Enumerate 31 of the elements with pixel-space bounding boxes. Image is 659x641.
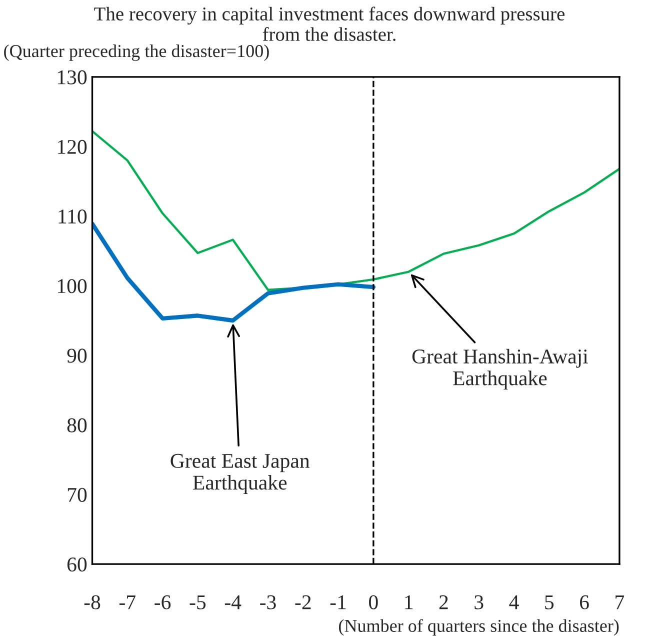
x-tick-label: 1	[405, 595, 413, 610]
x-tick-label: -3	[260, 595, 276, 610]
x-tick-label: -2	[295, 595, 311, 610]
y-tick-label: 90	[67, 348, 87, 363]
x-tick-label: 7	[616, 595, 624, 610]
y-tick-label: 130	[58, 70, 87, 84]
x-tick-label: 6	[580, 595, 589, 610]
x-tick-label: 4	[509, 595, 519, 610]
chart-title: The recovery in capital investment faces downward pressure from the disaster.	[94, 6, 564, 42]
x-tick-label: -4	[224, 595, 242, 610]
x-tick-label: 5	[545, 595, 554, 610]
y-tick-label: 110	[58, 209, 87, 224]
line-series	[92, 130, 620, 291]
x-tick-label: -1	[330, 595, 346, 610]
x-axis-title: (Number of quarters since the disaster)	[338, 619, 619, 636]
x-tick-label: -7	[120, 595, 136, 610]
y-tick-label: 100	[58, 279, 87, 294]
y-tick-label: 80	[67, 418, 87, 432]
x-tick-label: 0	[369, 595, 378, 610]
line-series	[92, 222, 376, 323]
annotation: Great Hanshin-Awaji Earthquake	[412, 348, 588, 390]
x-tick-label: 2	[439, 595, 448, 610]
y-axis-title: (Quarter preceding the disaster=100)	[4, 44, 269, 61]
y-tick-label: 120	[58, 140, 87, 154]
annotation: Great East Japan Earthquake	[170, 454, 310, 494]
x-tick-label: 3	[474, 595, 484, 610]
x-tick-label: -8	[84, 595, 100, 610]
x-tick-label: -6	[154, 595, 171, 610]
y-tick-label: 60	[67, 557, 87, 572]
x-tick-label: -5	[190, 595, 206, 610]
y-tick-label: 70	[68, 488, 87, 502]
